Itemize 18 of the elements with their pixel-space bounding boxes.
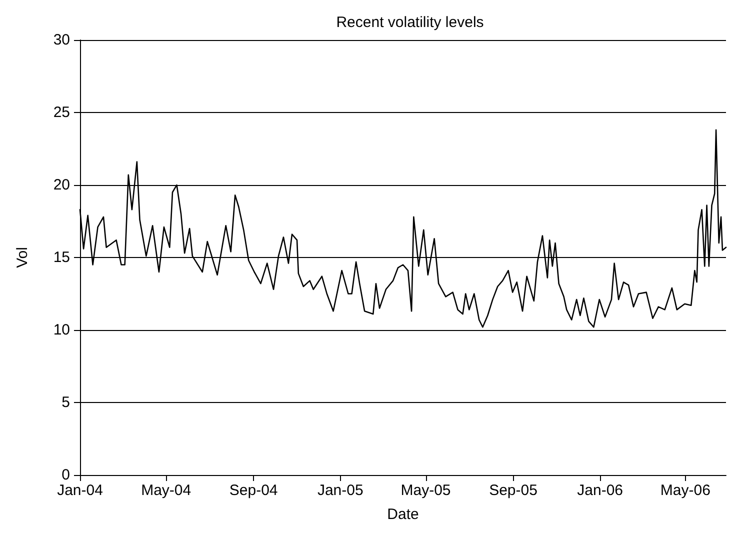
x-axis-title: Date	[387, 506, 419, 523]
y-tick-label: 25	[53, 104, 70, 121]
y-tick-label: 5	[62, 394, 70, 411]
y-tick-label: 20	[53, 176, 70, 194]
x-tick-label: May-06	[660, 482, 710, 499]
y-tick-label: 0	[62, 466, 70, 484]
chart-title: Recent volatility levels	[336, 14, 484, 31]
x-tick-label: Sep-05	[489, 482, 538, 499]
x-tick-label: Jan-04	[57, 482, 103, 499]
x-tick-label: Jan-06	[577, 482, 624, 499]
y-tick-label: 10	[53, 322, 70, 338]
x-tick-label: May-05	[400, 482, 451, 499]
y-tick-label: 15	[53, 249, 70, 266]
y-tick-label: 30	[53, 32, 70, 48]
x-tick-label: May-04	[141, 482, 192, 499]
x-tick-label: Sep-04	[229, 482, 278, 499]
y-axis-title: Vol	[14, 247, 31, 268]
x-tick-label: Jan-05	[317, 482, 364, 499]
